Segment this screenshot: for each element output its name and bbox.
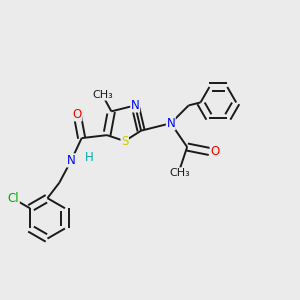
Text: N: N — [167, 117, 175, 130]
Text: Cl: Cl — [8, 192, 19, 206]
Text: H: H — [85, 151, 94, 164]
Text: N: N — [67, 154, 76, 167]
Text: S: S — [121, 135, 128, 148]
Text: CH₃: CH₃ — [169, 168, 190, 178]
Text: O: O — [73, 108, 82, 121]
Text: CH₃: CH₃ — [92, 90, 113, 100]
Text: O: O — [210, 145, 219, 158]
Text: N: N — [131, 99, 140, 112]
